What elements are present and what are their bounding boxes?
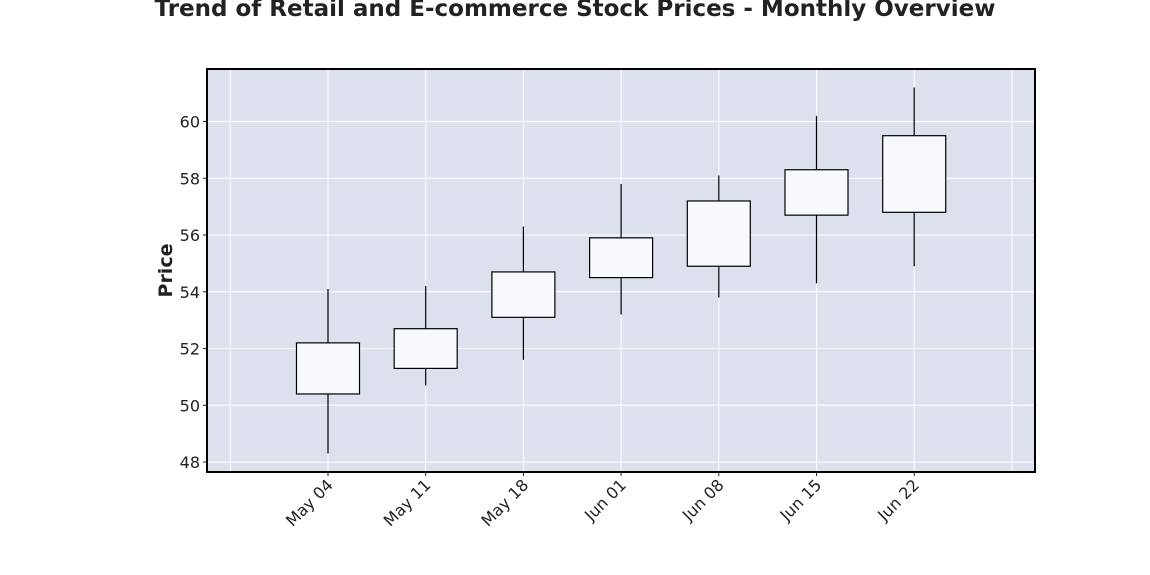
y-tick-label: 56 [180,226,200,245]
x-tick-label: Jun 22 [873,475,923,525]
y-tick-label: 48 [180,453,200,472]
x-tick-label: Jun 08 [678,475,728,525]
x-axis-ticks: May 04 May 11 May 18 Jun 01 Jun 08 Jun 15 Jun … [282,472,923,530]
candle [295,288,361,454]
x-tick-label: Jun 15 [776,475,826,525]
y-tick-label: 54 [180,283,200,302]
x-tick-label: Jun 01 [580,475,630,525]
candle-body [588,237,654,279]
y-tick-label: 50 [180,396,200,415]
y-tick-label: 60 [180,113,200,132]
candle-body [784,169,849,216]
candles [295,87,947,454]
candle-body [295,342,361,395]
y-tick-label: 52 [180,340,200,359]
x-tick-label: May 18 [477,475,532,530]
x-tick-label: May 04 [282,475,337,530]
chart-title: Trend of Retail and E-commerce Stock Pri… [154,0,996,22]
candle [882,87,947,267]
candle [393,286,458,386]
y-axis-label: Price [155,244,177,298]
candle [588,183,654,315]
candle [784,115,849,284]
candle [491,226,556,360]
candle [686,175,751,298]
x-tick-label: May 11 [380,475,435,530]
candle-body [882,135,947,213]
candle-body [393,328,458,370]
y-axis-ticks: 48 50 52 54 56 58 60 [180,113,207,472]
y-tick-label: 58 [180,169,200,188]
candle-body [686,200,751,267]
candle-body [491,271,556,318]
